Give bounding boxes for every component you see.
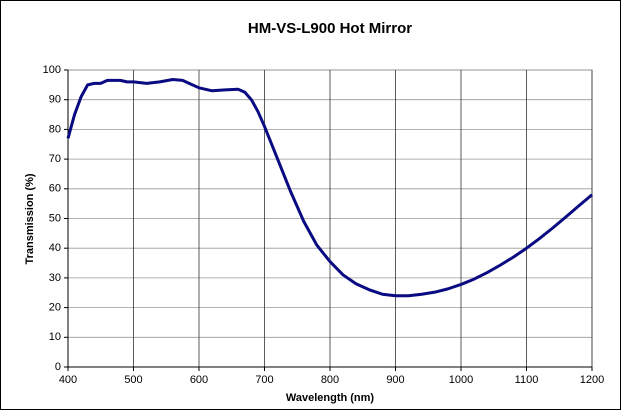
y-tick-label: 40: [49, 242, 61, 254]
y-tick-label: 0: [55, 361, 61, 373]
y-tick-label: 90: [49, 94, 61, 106]
x-tick-label: 1100: [515, 374, 539, 386]
y-tick-label: 80: [49, 123, 61, 135]
x-tick-label: 1000: [449, 374, 473, 386]
x-tick-label: 700: [255, 374, 273, 386]
x-tick-label: 600: [190, 374, 208, 386]
y-tick-label: 100: [43, 64, 61, 76]
y-axis-label: Transmission (%): [24, 173, 36, 264]
y-tick-label: 30: [49, 272, 61, 284]
x-tick-label: 900: [386, 374, 404, 386]
x-tick-label: 400: [59, 374, 77, 386]
data-line: [66, 78, 593, 298]
x-tick-label: 500: [124, 374, 142, 386]
x-axis-label: Wavelength (nm): [286, 392, 375, 404]
x-tick-label: 1200: [580, 374, 604, 386]
y-tick-label: 70: [49, 153, 61, 165]
y-tick-label: 50: [49, 212, 61, 224]
y-tick-label: 20: [49, 302, 61, 314]
y-tick-label: 60: [49, 183, 61, 195]
y-tick-label: 10: [49, 331, 61, 343]
chart-title: HM-VS-L900 Hot Mirror: [248, 20, 412, 37]
x-tick-label: 800: [321, 374, 339, 386]
